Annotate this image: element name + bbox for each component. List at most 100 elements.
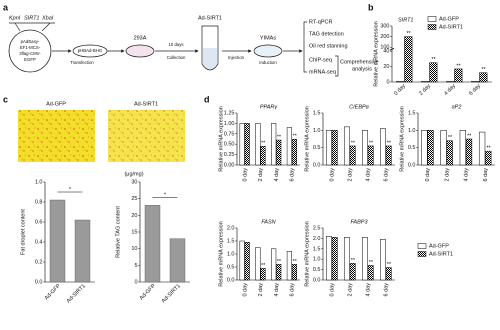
x-tick-label: 4 day [443,83,457,97]
y-tick-label: 0.50 [224,142,235,148]
bar [367,145,374,166]
enzyme-label: KpnI [9,15,21,21]
x-tick-label: 0 day [393,83,407,97]
bar [471,80,480,83]
bar [239,123,245,166]
assay-label: ChIP-seq [309,57,332,63]
bar [343,237,350,281]
bar [74,219,91,283]
image-label: Ad-SIRT1 [134,101,158,107]
significance: ** [369,260,374,266]
y-tick-label: 0.5 [408,145,416,151]
micrograph [108,110,185,162]
bar [396,80,405,83]
bar [361,237,368,281]
assay-label: Oil red stanning [309,43,348,49]
x-tick-label: 4 day [274,283,280,297]
x-tick-label: 2 day [258,283,264,297]
legend-label: Ad-SIRT1 [439,24,463,30]
y-tick-label: 0.00 [224,162,235,168]
significance: ** [431,57,436,63]
y-tick-label: 0.5 [227,264,235,270]
y-tick-label: 0.0 [408,162,416,168]
chart-title: aP2 [452,104,462,110]
bar [255,123,261,166]
bar [446,80,455,83]
y-tick-label: 0.25 [224,152,235,158]
x-tick-label: 6 day [290,168,296,182]
y-tick-label: 0.0 [313,162,321,168]
bar [385,267,392,281]
bar [271,123,277,166]
step-label: Transfection [70,60,94,65]
chart-title: FABP3 [350,219,368,225]
x-tick-label: Ad-GFP [44,283,63,302]
bar [465,138,473,166]
y-axis-label: Relative mRNA expression [218,106,224,171]
bar [478,131,486,166]
y-tick-label: 1.0 [313,257,321,263]
bar [244,123,250,166]
y-axis-label: Relative TAG content [115,206,121,258]
significance: ** [293,259,298,265]
y-tick-label: 0.5 [313,267,321,273]
step-label: 10 days [168,42,183,47]
chart-title: C/EBPα [349,104,370,110]
significance: ** [277,259,282,265]
bar [325,236,332,281]
y-tick-label: 1.5 [227,238,235,244]
x-tick-label: 2 day [347,283,353,297]
chart-title: SIRT1 [398,17,414,23]
x-tick-label: 6 day [483,168,489,182]
significance: ** [277,134,282,140]
y-tick-label: 0 [386,79,389,85]
significance: ** [369,140,374,146]
assay-label: RT-qPCR [309,19,332,25]
y-axis-label: Relative mRNA expression [373,21,379,86]
enzyme-label: XbaI [41,15,54,21]
x-tick-label: 6 day [383,283,389,297]
y-tick-label: 1.25 [224,110,235,116]
y-tick-label: 0.5 [313,145,321,151]
legend-swatch [417,243,427,249]
bar [291,138,298,166]
assay-label: mRNA-seq [309,69,336,75]
bar [331,237,338,281]
x-tick-label: 0 day [329,168,335,182]
panel-label: b [368,2,374,12]
dish [253,44,283,58]
panel-label: c [3,94,8,104]
micrograph [18,110,95,162]
x-tick-label: 0 day [242,168,248,182]
plasmid [8,29,52,73]
bar [244,242,250,281]
y-tick-label: 1.0 [227,251,235,257]
y-tick-label: 2.0 [313,236,321,242]
y-tick-label: 1.5 [313,110,321,116]
assay-label: TAG detection [309,31,344,37]
legend-label: Ad-GFP [439,16,459,22]
step-label: Collection [167,55,186,60]
plasmid-label: pAdEasy- [21,39,40,44]
y-tick-label: 1.5 [313,246,321,252]
y-tick-label: 15 [131,229,137,235]
x-tick-label: 0 day [242,283,248,297]
bar [239,240,245,281]
plasmid-label: EF1-MCS- [20,45,41,50]
bar [271,248,277,281]
chart-title: FASN [261,219,275,225]
y-tick-label: 5 [134,263,137,269]
bar [325,130,332,166]
bar [361,130,368,166]
y-axis-label: Fat droplet content [20,209,26,255]
x-tick-label: 2 day [418,83,432,97]
x-tick-label: 4 day [464,168,470,182]
bar [485,150,492,166]
x-tick-label: 6 day [468,83,482,97]
bar [367,265,374,281]
bar [286,251,292,281]
bar [291,264,298,281]
bar [343,126,350,166]
bar [440,130,447,166]
